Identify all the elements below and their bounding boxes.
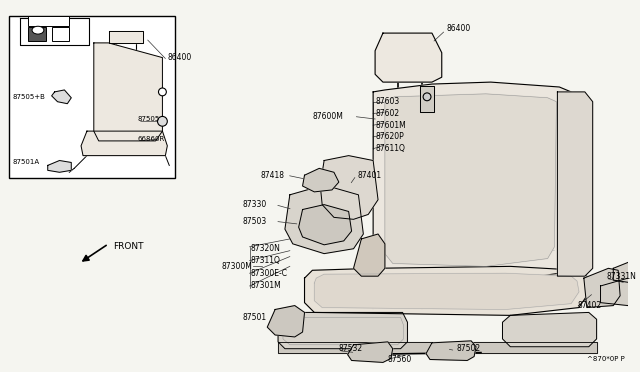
- Text: ^870*0P P: ^870*0P P: [587, 356, 625, 362]
- Polygon shape: [314, 273, 579, 310]
- Polygon shape: [81, 131, 167, 155]
- Polygon shape: [94, 43, 163, 141]
- Polygon shape: [52, 90, 71, 104]
- Polygon shape: [373, 82, 571, 283]
- Polygon shape: [613, 260, 640, 283]
- Text: 87301M: 87301M: [251, 282, 282, 291]
- Polygon shape: [299, 205, 351, 245]
- Text: 87402: 87402: [577, 301, 601, 310]
- Text: 87611Q: 87611Q: [375, 144, 405, 153]
- Text: 87603: 87603: [375, 97, 399, 106]
- Polygon shape: [353, 234, 385, 276]
- Polygon shape: [48, 160, 71, 172]
- Polygon shape: [109, 31, 143, 43]
- Polygon shape: [385, 94, 556, 266]
- Bar: [28, 16, 69, 26]
- Text: 87560: 87560: [388, 355, 412, 364]
- Text: 87505: 87505: [138, 116, 160, 122]
- Polygon shape: [320, 155, 378, 219]
- Polygon shape: [20, 18, 89, 45]
- Text: 87501A: 87501A: [12, 160, 40, 166]
- Text: 87503: 87503: [243, 217, 267, 226]
- Text: 87602: 87602: [375, 109, 399, 118]
- Polygon shape: [278, 312, 408, 349]
- Text: 87330: 87330: [243, 200, 267, 209]
- Text: 87401: 87401: [358, 171, 381, 180]
- Polygon shape: [285, 185, 364, 254]
- Text: 87502: 87502: [456, 344, 481, 353]
- Polygon shape: [584, 268, 620, 308]
- Text: 87300E-C: 87300E-C: [251, 269, 287, 278]
- Polygon shape: [502, 312, 596, 347]
- Text: 87601M: 87601M: [375, 121, 406, 130]
- Polygon shape: [268, 305, 305, 337]
- Text: 87300M: 87300M: [221, 262, 252, 271]
- Polygon shape: [375, 33, 442, 82]
- Bar: [8, 16, 175, 178]
- Polygon shape: [426, 341, 476, 360]
- Polygon shape: [278, 342, 596, 353]
- Text: 87320N: 87320N: [251, 244, 280, 253]
- Text: 87505+B: 87505+B: [12, 94, 45, 100]
- Polygon shape: [305, 266, 589, 315]
- Text: 87620P: 87620P: [375, 132, 404, 141]
- Text: FRONT: FRONT: [113, 242, 144, 251]
- Bar: [28, 27, 46, 41]
- Text: 86400: 86400: [167, 53, 191, 62]
- Polygon shape: [557, 92, 593, 276]
- Polygon shape: [348, 342, 393, 362]
- Text: 87532: 87532: [339, 344, 363, 353]
- Text: 87311Q: 87311Q: [251, 256, 280, 265]
- Text: 66860R: 66860R: [138, 136, 165, 142]
- Circle shape: [423, 93, 431, 101]
- Text: 86400: 86400: [447, 24, 471, 33]
- Circle shape: [157, 116, 167, 126]
- Circle shape: [159, 88, 166, 96]
- Ellipse shape: [32, 26, 44, 34]
- Bar: [52, 27, 69, 41]
- Polygon shape: [600, 278, 636, 305]
- Text: 87331N: 87331N: [607, 272, 636, 280]
- Text: 87418: 87418: [261, 171, 285, 180]
- Text: 87501: 87501: [243, 313, 267, 322]
- Text: 87600M: 87600M: [312, 112, 343, 121]
- Polygon shape: [303, 169, 339, 192]
- Polygon shape: [420, 86, 434, 112]
